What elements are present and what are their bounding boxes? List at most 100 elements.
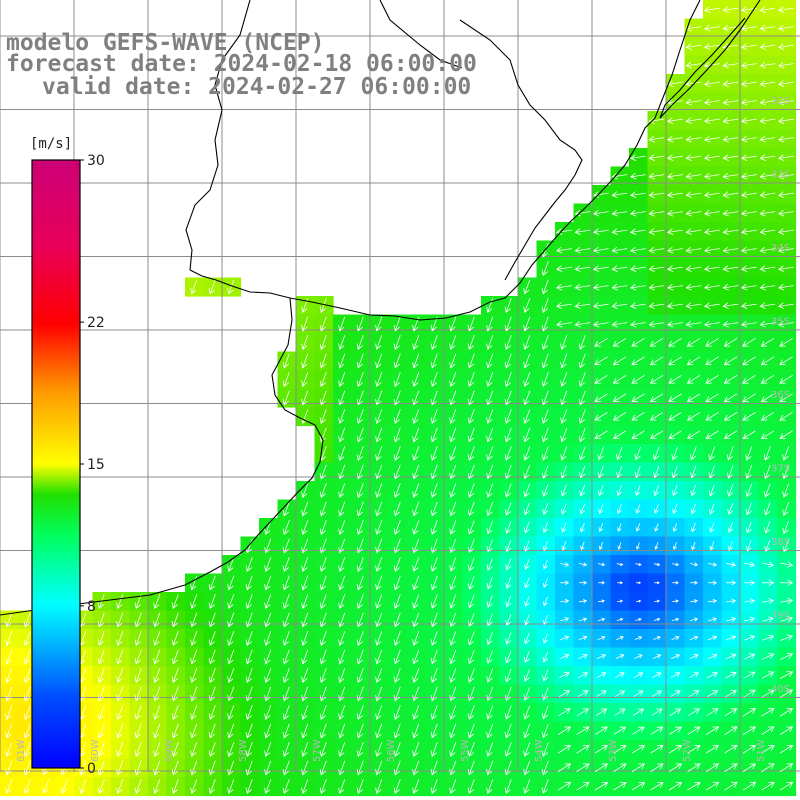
wind-arrow xyxy=(449,390,457,406)
wind-arrow xyxy=(486,335,494,351)
wind-arrow xyxy=(319,686,327,702)
wind-arrow xyxy=(779,652,794,660)
wind-arrow xyxy=(504,779,512,794)
wind-arrow xyxy=(722,135,739,143)
wind-arrow xyxy=(722,265,739,272)
wind-arrow xyxy=(779,430,793,440)
wind-arrow xyxy=(412,742,420,758)
wind-arrow xyxy=(504,742,512,757)
wind-arrow xyxy=(153,649,161,665)
wind-arrow xyxy=(597,654,606,659)
wind-arrow xyxy=(5,742,13,758)
wind-arrow xyxy=(245,779,253,795)
wind-arrow xyxy=(153,742,161,758)
wind-arrow xyxy=(319,409,327,425)
wind-arrow xyxy=(779,337,793,347)
wind-arrow xyxy=(560,409,568,424)
wind-arrow xyxy=(778,98,794,106)
wind-arrow xyxy=(708,598,718,604)
wind-arrow xyxy=(467,631,475,646)
wind-arrow xyxy=(704,6,720,13)
wind-arrow xyxy=(542,521,549,534)
wind-arrow xyxy=(707,653,718,660)
wind-arrow xyxy=(685,228,702,235)
wind-arrow xyxy=(688,672,700,679)
wind-arrow xyxy=(486,613,493,627)
wind-arrow xyxy=(704,302,720,309)
wind-arrow xyxy=(264,538,272,554)
wind-arrow xyxy=(190,779,198,795)
wind-arrow xyxy=(598,599,606,603)
wind-arrow xyxy=(594,337,608,347)
wind-arrow xyxy=(375,723,383,739)
wind-arrow xyxy=(486,558,493,571)
wind-arrow xyxy=(780,597,794,605)
wind-arrow xyxy=(412,575,420,591)
wind-cell xyxy=(610,684,630,704)
wind-arrow xyxy=(486,483,494,498)
wind-arrow xyxy=(579,503,585,515)
wind-arrow xyxy=(393,464,401,480)
wind-arrow xyxy=(722,246,739,254)
wind-arrow xyxy=(486,650,493,664)
wind-arrow xyxy=(742,744,757,754)
latitude-label: 34S xyxy=(771,243,790,254)
wind-arrow xyxy=(430,372,438,388)
wind-arrow xyxy=(686,374,701,384)
wind-arrow xyxy=(672,523,678,533)
wind-arrow xyxy=(190,668,198,684)
longitude-label: 51W xyxy=(756,739,767,762)
wind-arrow xyxy=(319,335,327,351)
wind-arrow xyxy=(97,649,105,665)
wind-arrow xyxy=(705,374,719,384)
wind-arrow xyxy=(412,390,420,406)
wind-arrow xyxy=(97,760,105,776)
wind-cell xyxy=(629,351,649,371)
wind-arrow xyxy=(467,501,475,517)
wind-arrow xyxy=(116,631,124,647)
wind-arrow xyxy=(23,760,31,776)
wind-arrow xyxy=(134,723,142,739)
wind-arrow xyxy=(116,612,124,628)
wind-arrow xyxy=(631,412,645,421)
wind-arrow xyxy=(611,228,628,235)
wind-arrow xyxy=(649,356,664,366)
wind-cell xyxy=(592,388,612,408)
wind-arrow xyxy=(560,390,568,406)
wind-arrow xyxy=(778,320,794,328)
wind-arrow xyxy=(171,705,179,721)
wind-arrow xyxy=(5,779,13,795)
wind-cell xyxy=(777,777,797,797)
wind-arrow xyxy=(301,501,309,517)
wind-cell xyxy=(777,425,797,445)
wind-arrow xyxy=(671,465,678,479)
wind-cell xyxy=(721,703,741,723)
latitude-label: 37S xyxy=(771,464,790,475)
wind-arrow xyxy=(97,612,105,628)
wind-arrow xyxy=(356,501,364,517)
wind-arrow xyxy=(486,595,493,608)
wind-arrow xyxy=(430,612,438,628)
wind-cell xyxy=(610,425,630,445)
wind-arrow xyxy=(523,409,531,424)
wind-arrow xyxy=(319,668,327,684)
wind-arrow xyxy=(486,631,493,646)
wind-cell xyxy=(740,703,760,723)
wind-arrow xyxy=(375,520,383,535)
wind-arrow xyxy=(723,412,738,421)
wind-arrow xyxy=(504,427,512,443)
wind-arrow xyxy=(761,763,775,773)
wind-cell xyxy=(703,388,723,408)
wind-arrow xyxy=(5,631,13,647)
wind-arrow xyxy=(616,465,623,479)
wind-arrow xyxy=(282,705,290,721)
wind-cell xyxy=(777,370,797,390)
wind-arrow xyxy=(116,779,124,795)
wind-arrow xyxy=(467,538,475,554)
wind-arrow xyxy=(486,353,494,369)
wind-arrow xyxy=(282,372,290,388)
wind-arrow xyxy=(375,353,383,369)
wind-arrow xyxy=(764,540,771,553)
wind-cell xyxy=(740,758,760,778)
wind-arrow xyxy=(759,43,776,50)
